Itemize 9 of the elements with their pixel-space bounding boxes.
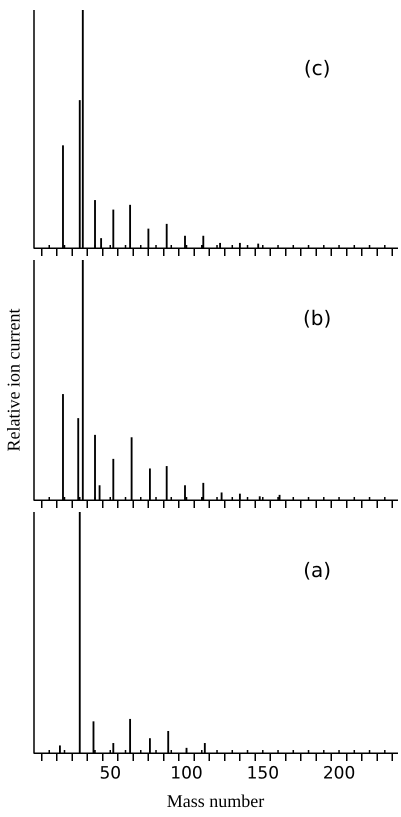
annotation: (b) [302,306,332,330]
x-axis-title: Mass number [166,790,264,811]
annotation: (a) [303,558,332,582]
x-tick-label: 100 [170,764,203,784]
annotation: (c) [304,56,330,80]
x-tick-label: 200 [322,764,356,784]
x-tick-label: 50 [99,764,122,784]
x-tick-label: 150 [246,764,280,784]
y-axis-title: Relative ion current [4,308,24,452]
